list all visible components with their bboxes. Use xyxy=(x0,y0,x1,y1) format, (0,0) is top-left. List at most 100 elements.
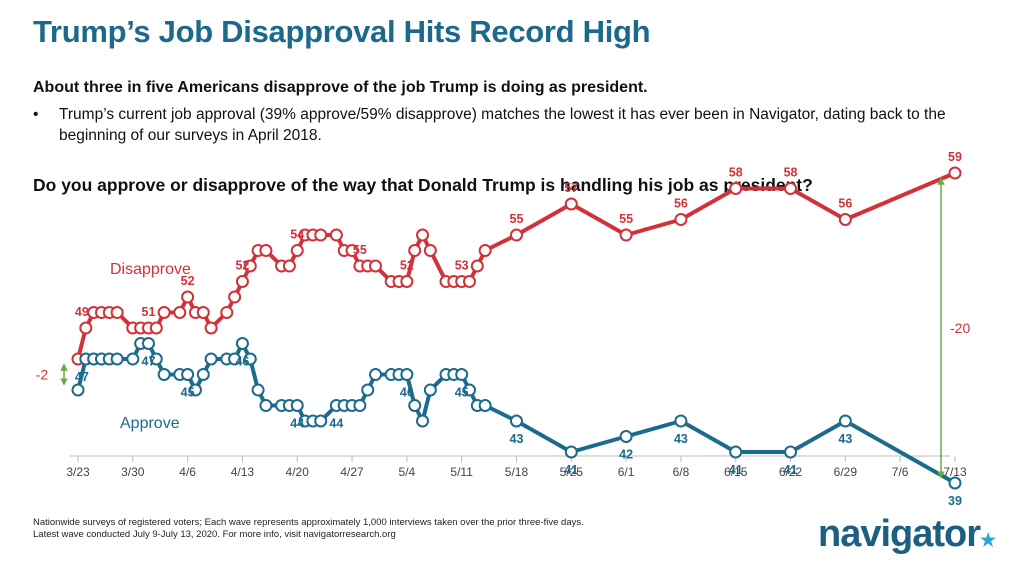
approve-point xyxy=(204,352,218,366)
disapprove-point xyxy=(470,259,484,273)
x-tick-label: 6/8 xyxy=(673,465,690,479)
disapprove-point xyxy=(463,275,476,288)
disapprove-point xyxy=(329,228,343,242)
approve-data-label: 43 xyxy=(674,432,688,446)
navigator-logo: navigator★ xyxy=(818,513,996,556)
x-tick-label: 6/15 xyxy=(724,465,748,479)
approve-point xyxy=(126,352,140,366)
footnote: Nationwide surveys of registered voters;… xyxy=(33,517,584,541)
approve-series: 47 47 45 46 44 44 46 45 43 41 42 43 41 41 43 39 xyxy=(71,337,962,505)
disapprove-point xyxy=(729,182,743,195)
approve-point xyxy=(259,399,273,412)
x-tick-label: 3/30 xyxy=(121,465,145,479)
disapprove-point xyxy=(149,321,163,335)
x-tick-label: 7/13 xyxy=(943,465,967,479)
x-tick-label: 5/25 xyxy=(560,465,584,479)
x-tick-label: 7/6 xyxy=(892,465,909,479)
disapprove-point xyxy=(204,321,218,335)
disapprove-point xyxy=(408,244,422,257)
approve-point xyxy=(478,399,492,412)
gap-annotations: -2 -20 xyxy=(36,177,970,479)
approve-point xyxy=(196,368,210,381)
footnote-line-2: Latest wave conducted July 9-July 13, 20… xyxy=(33,529,396,540)
disapprove-point xyxy=(228,290,242,304)
disapprove-point xyxy=(838,213,852,226)
approve-point xyxy=(157,368,171,381)
x-tick-label: 6/29 xyxy=(834,465,858,479)
disapprove-point xyxy=(345,244,359,257)
approve-point xyxy=(509,414,523,428)
disapprove-data-label: 59 xyxy=(948,150,962,164)
approve-data-label: 41 xyxy=(784,463,798,477)
approve-point xyxy=(455,368,469,381)
bullet-point: • Trump’s current job approval (39% appr… xyxy=(33,104,998,146)
approve-point xyxy=(141,337,155,350)
approval-line-chart: 3/23 3/30 4/6 4/13 4/20 4/27 5/4 5/11 5/18 5/25 6/… xyxy=(36,150,971,505)
disapprove-data-label: 56 xyxy=(838,197,852,211)
x-tick-label: 3/23 xyxy=(66,465,90,479)
disapprove-point xyxy=(369,259,383,273)
x-tick-label: 5/4 xyxy=(399,465,416,479)
approve-point xyxy=(235,337,249,350)
disapprove-point xyxy=(314,228,328,242)
approve-data-label: 46 xyxy=(400,386,414,400)
disapprove-point xyxy=(416,228,430,242)
disapprove-data-label: 56 xyxy=(674,197,688,211)
approve-point xyxy=(71,383,85,397)
approve-point xyxy=(463,383,476,397)
approve-data-label: 47 xyxy=(142,355,156,369)
disapprove-point xyxy=(243,259,257,273)
disapprove-point xyxy=(220,306,234,319)
disapprove-point xyxy=(173,306,187,319)
disapprove-data-label: 53 xyxy=(455,259,469,273)
bullet-text: Trump’s current job approval (39% approv… xyxy=(59,106,946,144)
approve-data-label: 44 xyxy=(290,417,304,431)
approve-data-label: 45 xyxy=(181,386,195,400)
disapprove-series: 49 51 52 52 54 55 52 53 55 57 55 56 58 58 56 59 xyxy=(71,150,962,366)
x-tick-label: 6/1 xyxy=(618,465,635,479)
x-tick-label: 5/18 xyxy=(505,465,529,479)
approve-point xyxy=(243,352,257,366)
disapprove-data-label: 58 xyxy=(784,166,798,180)
approve-data-label: 39 xyxy=(948,494,962,505)
approve-point xyxy=(619,430,633,443)
x-axis: 3/23 3/30 4/6 4/13 4/20 4/27 5/4 5/11 5/18 5/25 6/… xyxy=(66,455,967,479)
approve-point xyxy=(149,352,163,366)
x-tick-label: 4/20 xyxy=(286,465,310,479)
approve-point xyxy=(423,383,437,397)
disapprove-point xyxy=(509,228,523,242)
approve-data-label: 43 xyxy=(510,432,524,446)
disapprove-point xyxy=(674,213,688,226)
footnote-line-1: Nationwide surveys of registered voters;… xyxy=(33,517,584,528)
disapprove-point xyxy=(564,197,578,211)
disapprove-data-label: 52 xyxy=(181,274,195,288)
approve-data-label: 42 xyxy=(619,448,633,462)
summary-text: About three in five Americans disapprove… xyxy=(33,79,648,96)
survey-question: Do you approve or disapprove of the way … xyxy=(33,175,813,195)
disapprove-point xyxy=(110,306,124,319)
approve-data-label: 41 xyxy=(729,463,743,477)
disapprove-point xyxy=(423,244,437,257)
disapprove-data-label: 52 xyxy=(235,259,249,273)
disapprove-point xyxy=(478,244,492,257)
approve-data-label: 44 xyxy=(329,417,343,431)
legend-approve: Approve xyxy=(120,415,180,432)
disapprove-data-label: 57 xyxy=(564,181,578,195)
disapprove-data-label: 49 xyxy=(75,305,89,319)
approve-data-label: 46 xyxy=(235,355,249,369)
disapprove-point xyxy=(181,290,195,304)
star-icon: ★ xyxy=(980,530,996,550)
logo-text: navigator xyxy=(818,513,981,555)
disapprove-data-label: 54 xyxy=(290,228,304,242)
disapprove-data-label: 55 xyxy=(510,212,524,226)
x-tick-label: 4/6 xyxy=(179,465,196,479)
disapprove-point xyxy=(235,275,249,288)
disapprove-point xyxy=(157,306,171,319)
approve-point xyxy=(181,368,195,381)
disapprove-point xyxy=(196,306,210,319)
approve-point xyxy=(314,414,328,428)
disapprove-point xyxy=(784,182,798,195)
approve-point xyxy=(948,476,962,490)
bullet-dot: • xyxy=(33,106,39,123)
approve-point xyxy=(408,399,422,412)
